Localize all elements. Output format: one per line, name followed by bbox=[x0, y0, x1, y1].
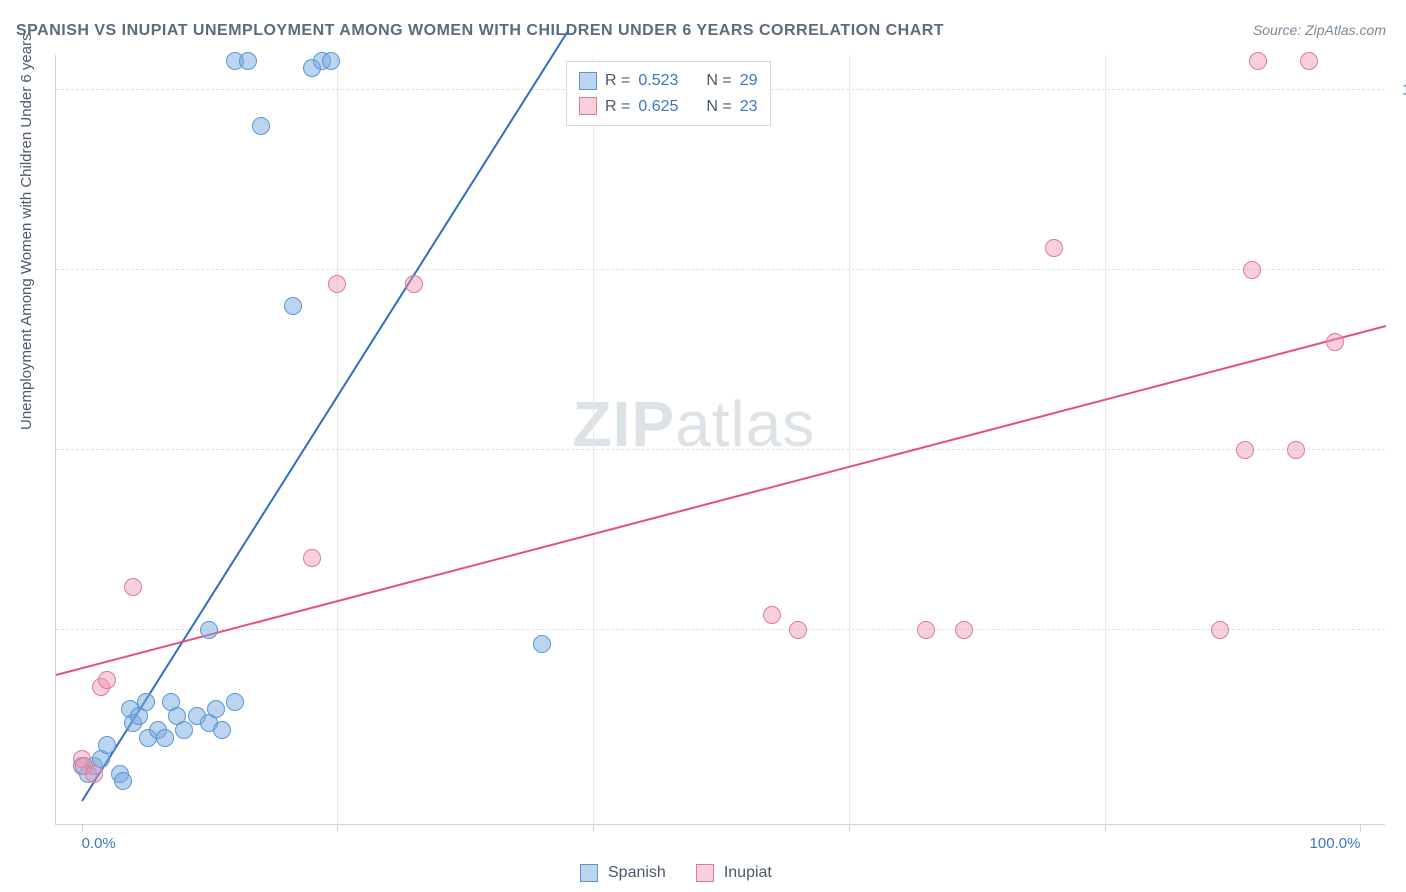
trend-line bbox=[56, 325, 1387, 676]
scatter-point bbox=[955, 621, 973, 639]
scatter-point bbox=[200, 621, 218, 639]
scatter-point bbox=[124, 578, 142, 596]
r-label: R = bbox=[605, 68, 630, 94]
scatter-point bbox=[98, 736, 116, 754]
legend-label: Inupiat bbox=[724, 864, 772, 882]
x-tick-label: 0.0% bbox=[82, 835, 116, 852]
legend-swatch bbox=[579, 97, 597, 115]
scatter-point bbox=[405, 275, 423, 293]
gridline-h bbox=[56, 269, 1385, 270]
gridline-v bbox=[849, 55, 850, 824]
legend-item: Inupiat bbox=[696, 864, 772, 882]
source-attribution: Source: ZipAtlas.com bbox=[1253, 22, 1386, 38]
r-value: 0.625 bbox=[638, 94, 678, 120]
legend-stats-row: R = 0.523 N = 29 bbox=[579, 68, 758, 94]
scatter-point bbox=[213, 721, 231, 739]
x-tick bbox=[849, 824, 850, 832]
scatter-point bbox=[763, 606, 781, 624]
scatter-point bbox=[239, 52, 257, 70]
r-label: R = bbox=[605, 94, 630, 120]
scatter-point bbox=[1211, 621, 1229, 639]
scatter-point bbox=[533, 635, 551, 653]
legend-item: Spanish bbox=[580, 864, 666, 882]
scatter-point bbox=[1045, 239, 1063, 257]
gridline-h bbox=[56, 449, 1385, 450]
n-label: N = bbox=[706, 94, 731, 120]
gridline-h bbox=[56, 629, 1385, 630]
scatter-point bbox=[328, 275, 346, 293]
x-tick-label: 100.0% bbox=[1300, 835, 1360, 852]
trend-line bbox=[81, 31, 569, 802]
legend-swatch bbox=[579, 72, 597, 90]
scatter-point bbox=[1326, 333, 1344, 351]
legend-stats: R = 0.523 N = 29 R = 0.625 N = 23 bbox=[566, 61, 771, 126]
scatter-point bbox=[284, 297, 302, 315]
scatter-point bbox=[322, 52, 340, 70]
scatter-point bbox=[1300, 52, 1318, 70]
n-label: N = bbox=[706, 68, 731, 94]
x-tick bbox=[337, 824, 338, 832]
r-value: 0.523 bbox=[638, 68, 678, 94]
scatter-point bbox=[1249, 52, 1267, 70]
scatter-point bbox=[252, 117, 270, 135]
scatter-point bbox=[917, 621, 935, 639]
legend-bottom: Spanish Inupiat bbox=[580, 864, 772, 882]
legend-stats-row: R = 0.625 N = 23 bbox=[579, 94, 758, 120]
x-tick bbox=[82, 824, 83, 832]
scatter-point bbox=[1287, 441, 1305, 459]
scatter-point bbox=[98, 671, 116, 689]
chart-title: SPANISH VS INUPIAT UNEMPLOYMENT AMONG WO… bbox=[16, 22, 944, 40]
n-value: 23 bbox=[740, 94, 758, 120]
plot-area: ZIPatlas 25.0%50.0%75.0%100.0%0.0%100.0%… bbox=[55, 55, 1385, 825]
scatter-point bbox=[226, 693, 244, 711]
scatter-point bbox=[207, 700, 225, 718]
legend-label: Spanish bbox=[608, 864, 666, 882]
y-tick-label: 75.0% bbox=[1393, 261, 1406, 278]
scatter-point bbox=[156, 729, 174, 747]
gridline-v bbox=[337, 55, 338, 824]
n-value: 29 bbox=[740, 68, 758, 94]
x-tick bbox=[593, 824, 594, 832]
scatter-point bbox=[789, 621, 807, 639]
y-tick-label: 100.0% bbox=[1393, 81, 1406, 98]
y-tick-label: 25.0% bbox=[1393, 621, 1406, 638]
scatter-point bbox=[114, 772, 132, 790]
scatter-point bbox=[175, 721, 193, 739]
legend-swatch bbox=[580, 864, 598, 882]
scatter-point bbox=[85, 765, 103, 783]
legend-swatch bbox=[696, 864, 714, 882]
scatter-point bbox=[1236, 441, 1254, 459]
gridline-v bbox=[1105, 55, 1106, 824]
y-axis-label: Unemployment Among Women with Children U… bbox=[18, 33, 35, 430]
scatter-point bbox=[1243, 261, 1261, 279]
y-tick-label: 50.0% bbox=[1393, 441, 1406, 458]
x-tick bbox=[1360, 824, 1361, 832]
watermark: ZIPatlas bbox=[573, 387, 816, 461]
scatter-point bbox=[303, 549, 321, 567]
gridline-v bbox=[593, 55, 594, 824]
chart-container: SPANISH VS INUPIAT UNEMPLOYMENT AMONG WO… bbox=[0, 0, 1406, 892]
scatter-point bbox=[137, 693, 155, 711]
x-tick bbox=[1105, 824, 1106, 832]
